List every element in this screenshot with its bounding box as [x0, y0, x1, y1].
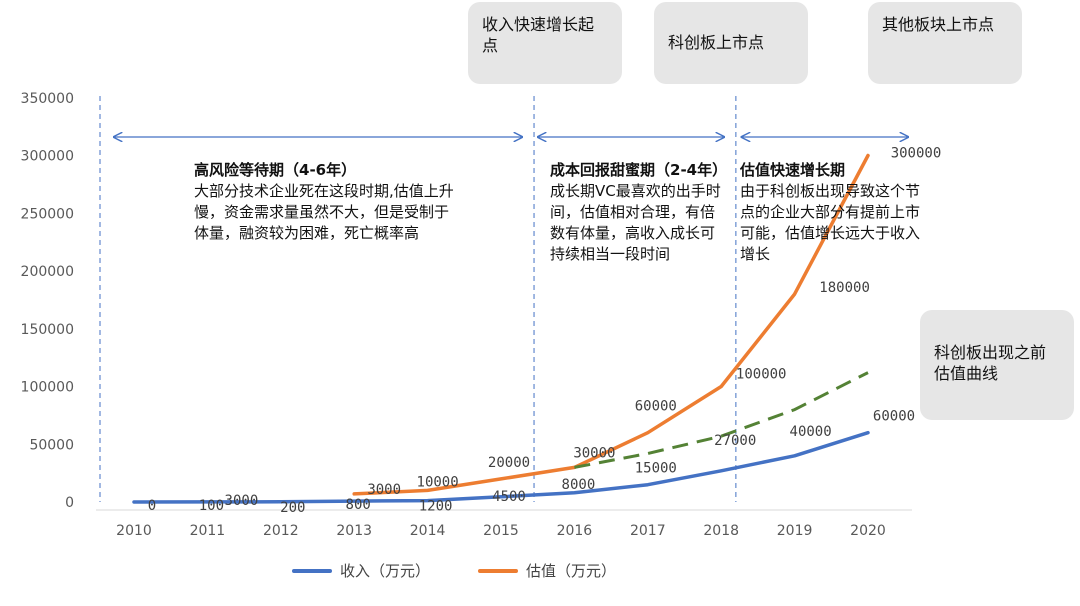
x-tick-label: 2010 — [116, 523, 152, 539]
x-tick-label: 2018 — [703, 523, 739, 539]
y-tick-label: 150000 — [21, 322, 74, 338]
y-tick-label: 300000 — [21, 149, 74, 165]
phase-sweet-spot: 成本回报甜蜜期（2-4年） 成长期VC最喜欢的出手时间，估值相对合理，有倍数有体… — [550, 160, 728, 265]
y-tick-label: 250000 — [21, 206, 74, 222]
valuation-data-label: 10000 — [417, 474, 459, 490]
revenue-data-label: 40000 — [790, 424, 832, 440]
y-tick-label: 50000 — [29, 437, 74, 453]
revenue-data-label: 0 — [148, 498, 156, 514]
valuation-line — [352, 153, 870, 496]
valuation-data-label: 100000 — [736, 367, 787, 383]
x-tick-label: 2016 — [557, 523, 593, 539]
phase-high-risk: 高风险等待期（4-6年） 大部分技术企业死在这段时期,估值上升慢，资金需求量虽然… — [194, 160, 460, 244]
valuation-data-label: 30000 — [573, 445, 615, 461]
x-tick-label: 2014 — [410, 523, 446, 539]
revenue-data-label: 4500 — [492, 489, 526, 505]
callout-star-market: 科创板上市点 — [654, 2, 808, 84]
valuation-data-label: 60000 — [635, 399, 677, 415]
x-tick-label: 2013 — [336, 523, 372, 539]
phase-rapid-growth-body: 由于科创板出现导致这个节点的企业大部分有提前上市可能，估值增长远大于收入增长 — [740, 182, 921, 263]
revenue-data-label: 8000 — [562, 477, 596, 493]
callout-revenue-start: 收入快速增长起点 — [468, 2, 622, 84]
phase-high-risk-title: 高风险等待期（4-6年） — [194, 161, 357, 179]
x-tick-label: 2017 — [630, 523, 666, 539]
valuation-data-label: 180000 — [819, 280, 870, 296]
valuation-data-label: 300000 — [891, 146, 942, 162]
revenue-data-label: 200 — [280, 500, 305, 516]
y-tick-label: 200000 — [21, 264, 74, 280]
phase-sweet-spot-title: 成本回报甜蜜期（2-4年） — [550, 161, 728, 179]
y-tick-label: 0 — [65, 495, 74, 511]
legend-label-valuation: 估值（万元） — [526, 562, 617, 580]
valuation-data-label: 20000 — [488, 455, 530, 471]
pre-star-valuation-trend-line — [574, 371, 869, 469]
x-tick-label: 2012 — [263, 523, 299, 539]
revenue-data-label: 1200 — [419, 499, 453, 515]
x-tick-label: 2020 — [850, 523, 886, 539]
legend-swatch-revenue — [292, 568, 332, 573]
phase-rapid-growth-title: 估值快速增长期 — [740, 161, 846, 179]
legend-label-revenue: 收入（万元） — [340, 562, 431, 580]
x-tick-label: 2015 — [483, 523, 519, 539]
legend-item-revenue: 收入（万元） — [292, 560, 430, 581]
legend: 收入（万元） 估值（万元） — [292, 560, 616, 581]
x-tick-label: 2011 — [190, 523, 226, 539]
revenue-data-label: 15000 — [635, 461, 677, 477]
phase-rapid-growth: 估值快速增长期 由于科创板出现导致这个节点的企业大部分有提前上市可能，估值增长远… — [740, 160, 926, 265]
revenue-data-label: 100 — [199, 498, 224, 514]
revenue-data-label: 60000 — [873, 409, 915, 425]
y-tick-label: 100000 — [21, 380, 74, 396]
x-tick-label: 2019 — [777, 523, 813, 539]
revenue-data-label: 27000 — [714, 433, 756, 449]
legend-item-valuation: 估值（万元） — [478, 560, 616, 581]
y-tick-label: 350000 — [21, 91, 74, 107]
phase-sweet-spot-body: 成长期VC最喜欢的出手时间，估值相对合理，有倍数有体量，高收入成长可持续相当一段… — [550, 182, 721, 263]
extra-data-label: 3000 — [225, 493, 259, 509]
revenue-line — [132, 430, 870, 504]
revenue-data-label: 800 — [346, 497, 371, 513]
callout-other-boards: 其他板块上市点 — [868, 2, 1022, 84]
callout-pre-star-curve: 科创板出现之前估值曲线 — [920, 310, 1074, 420]
valuation-data-label: 3000 — [367, 482, 401, 498]
phase-high-risk-body: 大部分技术企业死在这段时期,估值上升慢，资金需求量虽然不大，但是受制于体量，融资… — [194, 182, 454, 242]
legend-swatch-valuation — [478, 568, 519, 573]
